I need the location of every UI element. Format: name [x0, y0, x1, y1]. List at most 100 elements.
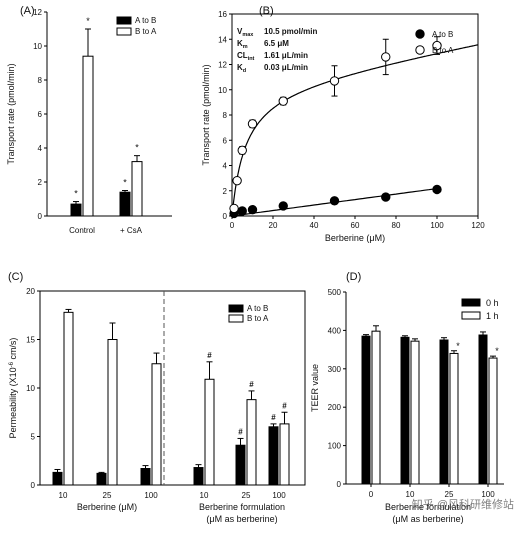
panel-b-x-tick-label: 20 [269, 221, 278, 230]
panel-c-chart: (C) 0 5 10 15 20 Permeability (X10-6 cm/s) 10 25… [8, 271, 306, 524]
panel-b-label: (B) [259, 5, 274, 17]
panel-d-legend-swatch [461, 311, 481, 320]
panel-d-bar [410, 340, 420, 485]
panel-d-y-tick-label: 200 [328, 403, 342, 412]
panel-b-parameter-subscript: max [242, 32, 254, 38]
panel-c-bar [235, 444, 246, 486]
panel-c-bar [63, 311, 74, 486]
panel-a-y-axis-label: Transport rate (pmol/min) [6, 63, 16, 164]
panel-a-y-tick-label: 8 [38, 76, 43, 85]
panel-c-bar [140, 468, 151, 486]
panel-b-parameter-name: Km [237, 39, 248, 50]
panel-a-chart: (A) 0 2 4 6 8 10 12 Transport rate (pmol/min) Con… [6, 5, 172, 235]
panel-b-legend-label: A to B [432, 30, 453, 39]
panel-b-x-tick-label: 0 [230, 221, 235, 230]
panel-c-y-tick-label: 10 [26, 384, 35, 393]
panel-a-y-tick-label: 0 [38, 212, 43, 221]
panel-a-bar [82, 55, 94, 217]
panel-a-bar [119, 191, 131, 217]
panel-d-x-tick-label: 25 [445, 490, 454, 499]
panel-c-bar [204, 378, 215, 486]
panel-b-y-axis-label: Transport rate (pmol/min) [201, 64, 211, 165]
panel-b-y-tick-label: 12 [218, 61, 227, 70]
panel-c-x-tick-label: 100 [272, 491, 286, 500]
panel-c-legend-item-swatch [228, 304, 244, 313]
panel-c-y-tick-label: 15 [26, 336, 35, 345]
panel-d-x-axis-label: Berberine formulation [385, 502, 471, 512]
panel-d-bar [400, 336, 410, 485]
panel-c-group-label-formulation: Berberine formulation [199, 502, 285, 512]
panel-a-y-tick-label: 2 [38, 178, 43, 187]
panel-a-legend-item-label: A to B [135, 16, 156, 25]
panel-d-y-tick-label: 0 [337, 480, 342, 489]
panel-d-y-tick-label: 400 [328, 326, 342, 335]
panel-c-annotation: # [207, 351, 212, 360]
panel-b-legend-marker-open [415, 45, 425, 55]
watermark: 知乎 @风科研维修站 [412, 497, 514, 511]
panel-a-legend-item-swatch [116, 16, 132, 25]
panel-b-point-b-to-a [381, 52, 391, 62]
panel-d-bar [439, 339, 449, 485]
panel-d-bar [371, 330, 381, 485]
panel-b-y-tick-label: 4 [223, 162, 228, 171]
panel-b-parameter-value: 6.5 μM [264, 39, 289, 48]
panel-b-y-tick-label: 16 [218, 10, 227, 19]
panel-b-point-b-to-a [232, 175, 242, 186]
panel-a-annotation: * [86, 16, 90, 26]
panel-b-point-b-to-a [329, 76, 340, 86]
panel-c-legend-item-swatch [228, 314, 244, 323]
panel-c-bar [107, 339, 118, 486]
panel-b-point-b-to-a [229, 203, 239, 214]
panel-c-x-tick-label: 10 [200, 491, 209, 500]
panel-c-label: (C) [8, 271, 23, 283]
panel-a-y-tick-label: 10 [33, 42, 42, 51]
panel-b-parameter-name: Kd [237, 63, 246, 74]
panel-d-annotation: * [456, 341, 460, 351]
panel-c-bar [279, 423, 290, 486]
panel-c-y-axis-label: Permeability (X10-6 cm/s) [8, 338, 18, 439]
panel-c-y-tick-label: 0 [31, 481, 36, 490]
panel-b-y-tick-label: 0 [223, 212, 228, 221]
panel-b-point-a-to-b [432, 184, 442, 195]
panel-b-parameter-name: CLint [237, 51, 255, 62]
panel-b-point-b-to-a [278, 96, 288, 106]
panel-b-point-b-to-a [237, 145, 247, 156]
panel-c-group-label-berberine: Berberine (μM) [77, 502, 137, 512]
panel-c-bar [193, 467, 204, 486]
panel-d-annotation: * [495, 346, 499, 356]
panel-c-y-tick-label: 5 [31, 433, 36, 442]
panel-c-y-axis-label-part: -6 [9, 361, 15, 367]
panel-b-y-tick-label: 14 [218, 35, 227, 44]
panel-b-point-a-to-b [237, 206, 247, 216]
panel-c-y-tick-label: 20 [26, 287, 35, 296]
panel-b-parameter-value: 1.61 μL/min [264, 51, 308, 60]
panel-d-x-tick-label: 0 [369, 490, 374, 499]
panel-a-y-tick-label: 6 [38, 110, 43, 119]
panel-c-bar [52, 471, 63, 486]
panel-c-y-axis-label-part: Permeability [8, 386, 18, 438]
panel-c-group-label-formulation-unit: (μM as berberine) [206, 514, 277, 524]
panel-b-x-tick-label: 120 [471, 221, 485, 230]
panel-a-bar [70, 203, 82, 217]
panel-c-bar [151, 363, 162, 486]
panel-b-y-tick-label: 2 [223, 187, 228, 196]
panel-b-point-a-to-b [247, 204, 258, 215]
panel-b-parameter-value: 10.5 pmol/min [264, 27, 317, 36]
panel-c-x-tick-label: 10 [59, 491, 68, 500]
panel-b-y-tick-label: 8 [223, 111, 228, 120]
panel-d-y-tick-label: 300 [328, 365, 342, 374]
panel-b-point-a-to-b [381, 192, 391, 202]
panel-d-chart: (D) 0 100 200 300 400 500 TEER value 0 10 25 * 100 * B… [310, 271, 504, 524]
panel-b-parameter-subscript: m [243, 44, 248, 50]
panel-a-x-tick-label: Control [69, 226, 95, 235]
panel-b-point-b-to-a [247, 119, 258, 129]
panel-b-legend-label: B to A [432, 46, 454, 55]
panel-c-y-axis-label-part: (X10 [8, 367, 18, 386]
panel-d-x-tick-label: 100 [481, 490, 495, 499]
panel-b-parameter-subscript: int [248, 56, 255, 62]
panel-b-y-tick-label: 6 [223, 136, 228, 145]
panel-a-annotation: * [74, 189, 78, 199]
panel-d-legend-label: 0 h [486, 298, 499, 308]
panel-b-point-a-to-b [278, 201, 288, 211]
